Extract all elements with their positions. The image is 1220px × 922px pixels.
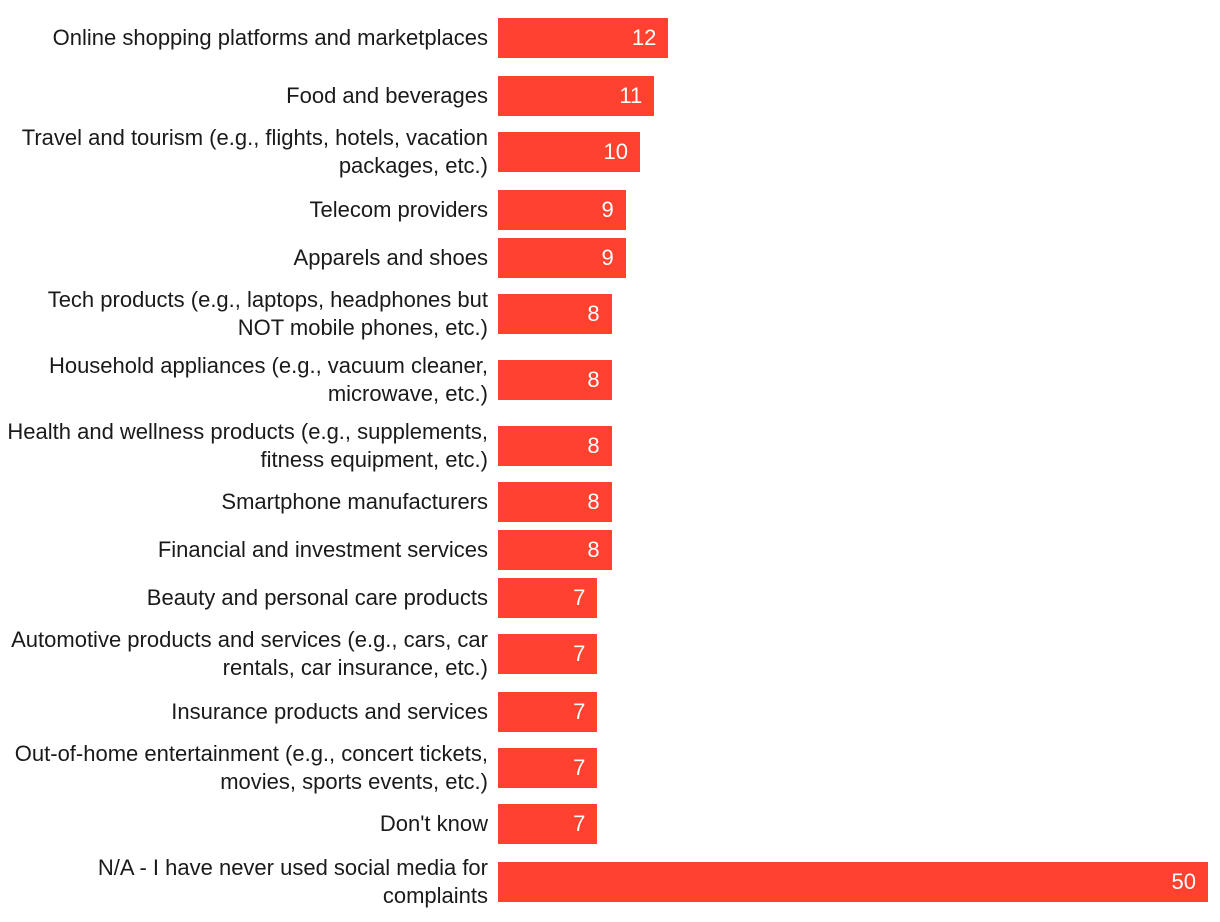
bar: 50 [498,862,1208,902]
bar: 10 [498,132,640,172]
bar-value-label: 9 [601,245,614,270]
bar-value-label: 7 [573,641,586,666]
bar: 7 [498,804,598,844]
category-label: Insurance products and services [171,699,488,724]
bar-value-label: 10 [603,139,628,164]
bar: 7 [498,634,598,674]
category-label: Tech products (e.g., laptops, headphones… [47,287,488,340]
category-label: Smartphone manufacturers [221,489,488,514]
bar: 8 [498,294,612,334]
bar-value-label: 8 [587,537,600,562]
category-label: Automotive products and services (e.g., … [11,627,488,680]
bar-value-label: 8 [587,489,600,514]
bar: 7 [498,578,598,618]
category-label: Online shopping platforms and marketplac… [52,25,488,50]
category-label: Don't know [379,811,488,836]
bar-value-label: 12 [631,25,657,50]
category-label: Food and beverages [286,83,488,108]
bar: 7 [498,692,598,732]
bar-value-label: 7 [573,699,586,724]
category-label: Financial and investment services [157,537,488,562]
category-label: Household appliances (e.g., vacuum clean… [48,353,488,406]
category-label: Travel and tourism (e.g., flights, hotel… [21,125,488,178]
bar-value-label: 7 [573,755,586,780]
category-label: Telecom providers [309,197,488,222]
bar-value-label: 7 [573,811,586,836]
bar: 8 [498,482,612,522]
category-label: Beauty and personal care products [146,585,488,610]
bar-value-label: 9 [601,197,614,222]
bar: 11 [498,76,655,116]
bar: 9 [498,190,626,230]
bar-value-label: 50 [1171,869,1196,894]
bar: 12 [498,18,669,58]
bar-value-label: 8 [587,367,600,392]
bar-value-label: 7 [573,585,586,610]
bar-value-label: 11 [619,83,643,108]
category-label: Out-of-home entertainment (e.g., concert… [14,741,488,794]
bar: 8 [498,360,612,400]
bar: 8 [498,530,612,570]
category-label: N/A - I have never used social media for… [97,855,488,908]
bar: 9 [498,238,626,278]
bar-value-label: 8 [587,433,600,458]
bar-value-label: 8 [587,301,600,326]
bar: 7 [498,748,598,788]
category-label: Apparels and shoes [293,245,488,270]
bar: 8 [498,426,612,466]
category-label: Health and wellness products (e.g., supp… [7,419,488,472]
